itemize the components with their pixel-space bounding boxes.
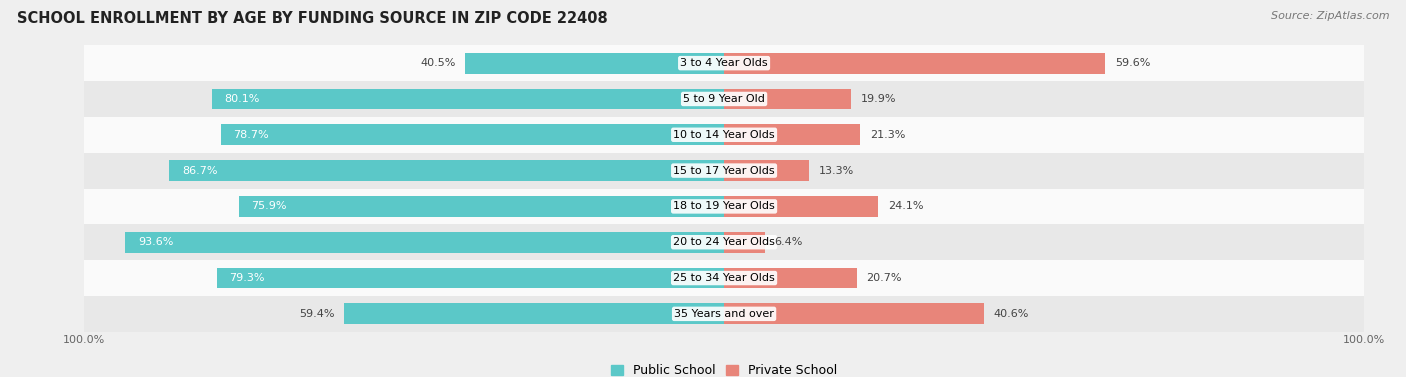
Text: 24.1%: 24.1%: [887, 201, 924, 211]
Text: 18 to 19 Year Olds: 18 to 19 Year Olds: [673, 201, 775, 211]
Text: 19.9%: 19.9%: [860, 94, 897, 104]
Bar: [125, 232, 724, 253]
Bar: [217, 268, 724, 288]
Bar: [170, 160, 724, 181]
Bar: [84, 260, 1364, 296]
Bar: [724, 124, 860, 145]
Bar: [84, 296, 1364, 332]
Text: 21.3%: 21.3%: [870, 130, 905, 140]
Text: 80.1%: 80.1%: [225, 94, 260, 104]
Bar: [344, 303, 724, 324]
Bar: [724, 196, 879, 217]
Bar: [239, 196, 724, 217]
Bar: [465, 53, 724, 74]
Text: 5 to 9 Year Old: 5 to 9 Year Old: [683, 94, 765, 104]
Bar: [724, 53, 1105, 74]
Text: 78.7%: 78.7%: [233, 130, 269, 140]
Text: 59.6%: 59.6%: [1115, 58, 1150, 68]
Text: 35 Years and over: 35 Years and over: [673, 309, 775, 319]
Text: 20.7%: 20.7%: [866, 273, 901, 283]
Bar: [84, 188, 1364, 224]
Text: 10 to 14 Year Olds: 10 to 14 Year Olds: [673, 130, 775, 140]
Bar: [212, 89, 724, 109]
Text: 40.5%: 40.5%: [420, 58, 456, 68]
Bar: [724, 160, 810, 181]
Bar: [221, 124, 724, 145]
Bar: [84, 117, 1364, 153]
Text: 6.4%: 6.4%: [775, 237, 803, 247]
Text: 93.6%: 93.6%: [138, 237, 173, 247]
Bar: [724, 303, 984, 324]
Text: 59.4%: 59.4%: [299, 309, 335, 319]
Text: 40.6%: 40.6%: [994, 309, 1029, 319]
Bar: [724, 268, 856, 288]
Bar: [84, 153, 1364, 188]
Text: SCHOOL ENROLLMENT BY AGE BY FUNDING SOURCE IN ZIP CODE 22408: SCHOOL ENROLLMENT BY AGE BY FUNDING SOUR…: [17, 11, 607, 26]
Bar: [724, 232, 765, 253]
Text: 86.7%: 86.7%: [183, 166, 218, 176]
Bar: [84, 81, 1364, 117]
Bar: [724, 89, 852, 109]
Text: 75.9%: 75.9%: [252, 201, 287, 211]
Text: 15 to 17 Year Olds: 15 to 17 Year Olds: [673, 166, 775, 176]
Text: 25 to 34 Year Olds: 25 to 34 Year Olds: [673, 273, 775, 283]
Bar: [84, 45, 1364, 81]
Text: 79.3%: 79.3%: [229, 273, 266, 283]
Text: 20 to 24 Year Olds: 20 to 24 Year Olds: [673, 237, 775, 247]
Text: 13.3%: 13.3%: [818, 166, 853, 176]
Text: Source: ZipAtlas.com: Source: ZipAtlas.com: [1271, 11, 1389, 21]
Text: 3 to 4 Year Olds: 3 to 4 Year Olds: [681, 58, 768, 68]
Legend: Public School, Private School: Public School, Private School: [610, 364, 838, 377]
Bar: [84, 224, 1364, 260]
